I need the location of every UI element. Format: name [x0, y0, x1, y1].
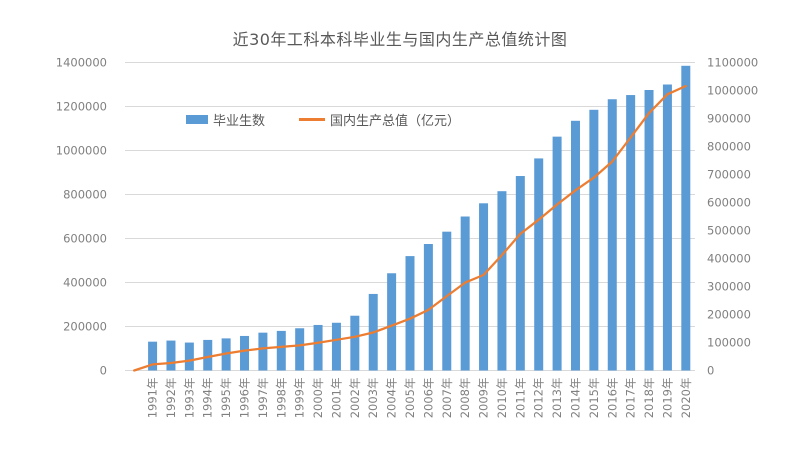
bar-1999 — [295, 328, 305, 371]
x-axis-tick-label: 2014年 — [568, 378, 582, 419]
gdp-line — [133, 84, 687, 372]
left-axis-tick-label: 200000 — [63, 320, 107, 334]
bar-2016 — [607, 99, 617, 371]
x-axis-tick-label: 2012年 — [532, 378, 546, 419]
bar-2013 — [552, 136, 562, 371]
bar-2020 — [681, 65, 691, 371]
bar-1994 — [203, 339, 213, 371]
bar-2005 — [405, 256, 415, 371]
chart-title: 近30年工科本科毕业生与国内生产总值统计图 — [232, 30, 568, 49]
bar-series-swatch-icon — [186, 115, 208, 124]
x-axis-tick-label: 2004年 — [385, 378, 399, 419]
bar-1992 — [166, 340, 176, 371]
bar-2017 — [626, 95, 636, 371]
left-axis-tick-label: 0 — [100, 364, 107, 378]
x-axis-tick-label: 2018年 — [642, 378, 656, 419]
bar-2002 — [350, 315, 360, 371]
right-axis-tick-label: 700000 — [707, 168, 751, 182]
right-axis-tick-label: 0 — [707, 364, 714, 378]
bar-2012 — [534, 158, 544, 371]
left-axis-tick-label: 600000 — [63, 232, 107, 246]
x-axis-tick-label: 2019年 — [660, 378, 674, 419]
right-axis-tick-label: 400000 — [707, 252, 751, 266]
x-axis-tick-label: 2020年 — [679, 378, 693, 419]
x-axis-tick-label: 2002年 — [348, 378, 362, 419]
x-axis-tick-label: 1991年 — [146, 378, 160, 419]
right-axis-tick-label: 800000 — [707, 140, 751, 154]
x-axis-tick-label: 1995年 — [219, 378, 233, 419]
bar-1993 — [184, 342, 194, 371]
bar-2018 — [644, 90, 654, 371]
right-axis-tick-label: 1100000 — [707, 56, 758, 70]
bar-2015 — [589, 109, 599, 371]
bar-2019 — [662, 84, 672, 371]
right-axis-tick-label: 200000 — [707, 308, 751, 322]
x-axis-tick-label: 2006年 — [421, 378, 435, 419]
bar-1998 — [276, 330, 286, 371]
bar-1997 — [258, 332, 268, 371]
bar-1996 — [240, 335, 250, 371]
left-axis-tick-label: 1200000 — [56, 100, 107, 114]
bar-2010 — [497, 191, 507, 371]
x-axis-tick-label: 1996年 — [238, 378, 252, 419]
right-axis-tick-label: 600000 — [707, 196, 751, 210]
legend-item-graduates: 毕业生数 — [186, 110, 265, 129]
x-axis-tick-label: 2005年 — [403, 378, 417, 419]
x-axis-tick-label: 2016年 — [605, 378, 619, 419]
bar-2008 — [460, 216, 470, 371]
x-axis-tick-label: 2008年 — [458, 378, 472, 419]
bar-1991 — [148, 341, 158, 371]
x-axis-tick-label: 2015年 — [587, 378, 601, 419]
bar-2004 — [387, 273, 397, 371]
legend: 毕业生数 国内生产总值（亿元） — [186, 110, 460, 129]
bar-2001 — [331, 322, 341, 371]
right-axis-tick-label: 100000 — [707, 336, 751, 350]
x-axis-tick-label: 2001年 — [329, 378, 343, 419]
right-axis-tick-label: 500000 — [707, 224, 751, 238]
right-axis-tick-label: 900000 — [707, 112, 751, 126]
left-axis-tick-label: 800000 — [63, 188, 107, 202]
x-axis-tick-label: 1997年 — [256, 378, 270, 419]
legend-item-gdp: 国内生产总值（亿元） — [299, 110, 460, 129]
bar-2011 — [515, 176, 525, 371]
x-axis-tick-label: 2017年 — [624, 378, 638, 419]
x-axis-tick-label: 2009年 — [477, 378, 491, 419]
x-axis-tick-label: 1992年 — [164, 378, 178, 419]
x-axis-tick-label: 2010年 — [495, 378, 509, 419]
legend-label-graduates: 毕业生数 — [213, 114, 266, 129]
right-axis-tick-label: 1000000 — [707, 84, 758, 98]
x-axis-tick-label: 1999年 — [293, 378, 307, 419]
x-axis-tick-label: 1994年 — [201, 378, 215, 419]
left-axis-tick-label: 1000000 — [56, 144, 107, 158]
line-series-swatch-icon — [299, 118, 326, 121]
bar-2014 — [570, 120, 580, 371]
x-axis-tick-label: 1998年 — [274, 378, 288, 419]
bar-2007 — [442, 231, 452, 371]
x-axis-tick-label: 2007年 — [440, 378, 454, 419]
right-axis-tick-label: 300000 — [707, 280, 751, 294]
x-axis-tick-label: 2000年 — [311, 378, 325, 419]
x-axis-tick-label: 1993年 — [182, 378, 196, 419]
bar-2006 — [423, 244, 433, 371]
bar-2000 — [313, 324, 323, 371]
x-axis-tick-label: 2011年 — [513, 378, 527, 419]
bar-2009 — [479, 203, 489, 371]
legend-label-gdp: 国内生产总值（亿元） — [330, 114, 461, 129]
left-axis-tick-label: 400000 — [63, 276, 107, 290]
x-axis-tick-label: 2003年 — [366, 378, 380, 419]
x-axis-tick-label: 2013年 — [550, 378, 564, 419]
left-axis-tick-label: 1400000 — [56, 56, 107, 70]
